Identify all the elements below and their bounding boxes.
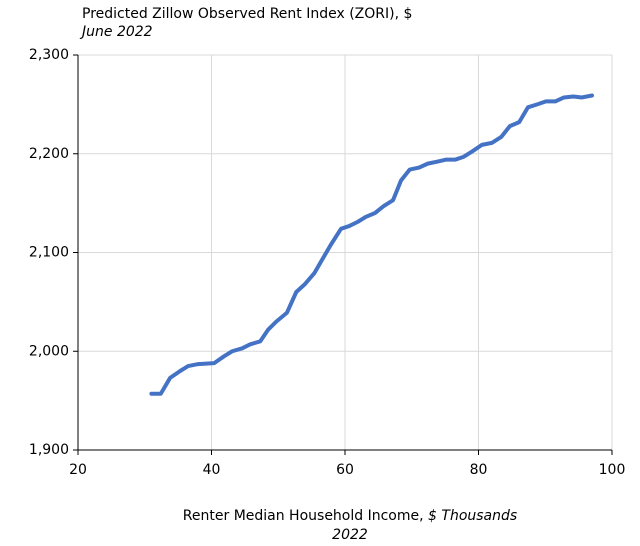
x-tick-label: 60 [336,462,354,478]
x-label-text: Renter Median Household Income, [183,508,424,524]
y-tick-label: 2,000 [29,343,69,359]
y-tick-label: 2,200 [29,146,69,162]
y-tick-label: 2,300 [29,47,69,63]
x-axis-label: Renter Median Household Income, $ Thousa… [183,508,517,524]
chart-title: Predicted Zillow Observed Rent Index (ZO… [82,6,412,22]
y-tick-label: 1,900 [29,442,69,458]
chart-subtitle: June 2022 [79,24,153,40]
x-tick-label: 100 [599,462,626,478]
data-line [149,93,594,396]
x-tick-label: 40 [203,462,221,478]
x-label-unit: $ Thousands [428,508,517,524]
x-tick-label: 20 [69,462,87,478]
y-tick-label: 2,100 [29,245,69,261]
x-tick-label: 80 [470,462,488,478]
x-label-year: 2022 [332,527,368,543]
